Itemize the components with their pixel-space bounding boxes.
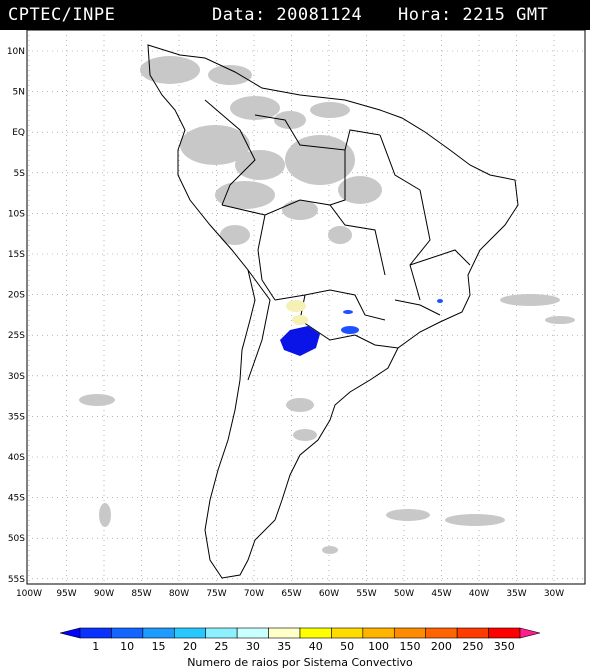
colorbar-segment [79, 627, 112, 639]
colorbar-segment [236, 627, 269, 639]
map-header: CPTEC/INPE Data: 20081124 Hora: 2215 GMT [0, 0, 590, 30]
lat-label: 50S [8, 534, 25, 544]
colorbar-tick: 200 [431, 640, 452, 653]
colorbar-segment [173, 627, 207, 639]
latitude-labels: 10N 5N EQ 5S 10S 15S 20S 25S 30S 35S 40S 45S 50S 55S [7, 47, 25, 585]
lat-label: 45S [8, 494, 25, 504]
lon-label: 60W [319, 589, 339, 599]
lon-label: 80W [169, 589, 189, 599]
colorbar-tick: 35 [277, 640, 291, 653]
lon-label: 90W [94, 589, 114, 599]
lon-label: 75W [206, 589, 226, 599]
colorbar-segment [456, 627, 489, 639]
colorbar-tick: 50 [340, 640, 354, 653]
lon-label: 45W [431, 589, 451, 599]
colorbar-segment [268, 627, 301, 639]
time-label: Hora: 2215 GMT [398, 5, 549, 25]
lon-label: 35W [506, 589, 526, 599]
lon-label: 70W [244, 589, 264, 599]
colorbar-segment [488, 627, 521, 639]
legend-title: Numero de raios por Sistema Convectivo [187, 656, 413, 669]
colorbar-tick: 40 [309, 640, 323, 653]
colorbar-tick: 250 [462, 640, 483, 653]
lat-label: 5S [14, 169, 26, 179]
lat-label: 25S [8, 331, 25, 341]
colorbar-segment [299, 627, 332, 639]
source-label: CPTEC/INPE [8, 5, 116, 25]
colorbar: 1 10 15 20 25 30 35 40 50 100 150 200 250 350 [59, 627, 541, 653]
colorbar-tick: 1 [92, 640, 99, 653]
colorbar-tick: 25 [214, 640, 228, 653]
colorbar-segment [425, 627, 458, 639]
lat-label: 10S [8, 209, 25, 219]
coastline [147, 44, 519, 579]
lat-label: 40S [8, 453, 25, 463]
colorbar-tick: 150 [400, 640, 421, 653]
date-label: Data: 20081124 [212, 5, 363, 25]
colorbar-segment [393, 627, 427, 639]
colorbar-segment [111, 627, 144, 639]
colorbar-segment [331, 627, 364, 639]
lon-label: 55W [356, 589, 376, 599]
colorbar-segment [205, 627, 238, 639]
lon-label: 85W [131, 589, 151, 599]
lat-label: 10N [7, 47, 25, 57]
graticule [27, 30, 585, 584]
colorbar-tick: 10 [120, 640, 134, 653]
lon-label: 50W [394, 589, 414, 599]
colorbar-tick: 20 [183, 640, 197, 653]
lon-label: 100W [16, 589, 42, 599]
lon-label: 30W [544, 589, 564, 599]
lat-label: 15S [8, 250, 25, 260]
cloud-cover [79, 56, 575, 554]
colorbar-tick: 100 [368, 640, 389, 653]
colorbar-tick: 30 [246, 640, 260, 653]
longitude-labels: 100W 95W 90W 85W 80W 75W 70W 65W 60W 55W 50W 45W 40W… [16, 589, 564, 599]
convective-systems [280, 299, 443, 356]
colorbar-arrow-left [59, 627, 81, 639]
lat-label: 20S [8, 291, 25, 301]
lat-label: 55S [8, 575, 25, 585]
lon-label: 65W [281, 589, 301, 599]
colorbar-segment [362, 627, 395, 639]
colorbar-tick: 15 [152, 640, 166, 653]
lat-label: EQ [12, 128, 25, 138]
colorbar-arrow-right [519, 627, 541, 639]
colorbar-segment [142, 627, 175, 639]
lon-label: 40W [469, 589, 489, 599]
lat-label: 5N [13, 88, 25, 98]
colorbar-tick: 350 [494, 640, 515, 653]
lat-label: 35S [8, 412, 25, 422]
lat-label: 30S [8, 372, 25, 382]
lon-label: 95W [56, 589, 76, 599]
map-border [26, 29, 586, 585]
